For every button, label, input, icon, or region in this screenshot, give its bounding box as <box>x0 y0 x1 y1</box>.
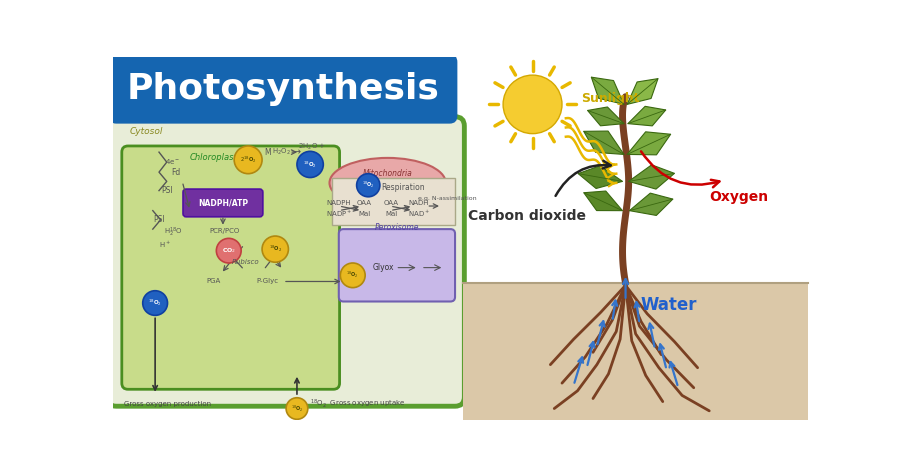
Circle shape <box>286 398 308 419</box>
Text: $^{18}$O$_2$: $^{18}$O$_2$ <box>303 160 317 169</box>
FancyBboxPatch shape <box>107 117 464 406</box>
Text: $^{18}$O$_2$: $^{18}$O$_2$ <box>268 244 282 254</box>
Circle shape <box>297 152 323 177</box>
Text: Sunlight: Sunlight <box>581 92 640 105</box>
Text: Rubisco: Rubisco <box>232 259 259 265</box>
Text: Mal: Mal <box>385 211 398 217</box>
Text: PGA: PGA <box>206 278 220 285</box>
Text: $^{18}$O$_2$  Gross oxygen uptake: $^{18}$O$_2$ Gross oxygen uptake <box>310 397 406 410</box>
Text: Respiration: Respiration <box>382 183 425 192</box>
Polygon shape <box>588 107 624 126</box>
Text: Oxygen: Oxygen <box>709 190 769 204</box>
Text: $^{18}$O$_2$: $^{18}$O$_2$ <box>346 270 359 280</box>
Polygon shape <box>578 166 623 188</box>
Text: $2^{18}$O$_2$: $2^{18}$O$_2$ <box>239 155 256 165</box>
Circle shape <box>262 236 288 262</box>
Text: Fd: Fd <box>171 168 181 177</box>
Text: CO$_2$: CO$_2$ <box>221 246 236 255</box>
Text: M: M <box>265 148 271 157</box>
Text: Mal: Mal <box>358 211 371 217</box>
Text: Water: Water <box>641 295 698 313</box>
Text: OAA: OAA <box>384 200 399 206</box>
Circle shape <box>503 75 562 134</box>
Circle shape <box>234 146 262 174</box>
Text: H$_2^{18}$O: H$_2^{18}$O <box>164 226 183 239</box>
FancyBboxPatch shape <box>109 54 457 124</box>
Text: NADP$^+$: NADP$^+$ <box>326 209 352 219</box>
Polygon shape <box>629 193 673 215</box>
Text: Chloroplast: Chloroplast <box>190 153 238 162</box>
Polygon shape <box>628 106 666 126</box>
Text: 4e$^-$: 4e$^-$ <box>166 157 181 166</box>
FancyBboxPatch shape <box>122 146 339 389</box>
Text: Carbon dioxide: Carbon dioxide <box>468 209 586 223</box>
Text: PSI: PSI <box>161 186 173 195</box>
Polygon shape <box>627 132 670 155</box>
Ellipse shape <box>329 158 446 208</box>
Polygon shape <box>584 191 623 211</box>
Text: Photosynthesis: Photosynthesis <box>127 72 439 106</box>
FancyBboxPatch shape <box>463 283 808 420</box>
Text: →: → <box>292 147 301 157</box>
Circle shape <box>143 291 167 315</box>
Text: H$_2$O$_2$: H$_2$O$_2$ <box>272 147 291 157</box>
Polygon shape <box>591 77 624 104</box>
Text: $^{18}$O$_2$: $^{18}$O$_2$ <box>291 404 303 413</box>
Text: $^{18}$O$_2$: $^{18}$O$_2$ <box>148 298 162 308</box>
Text: H$^+$: H$^+$ <box>159 239 171 250</box>
Text: Glyox: Glyox <box>373 263 394 272</box>
Circle shape <box>216 238 241 263</box>
Text: Mitochondria: Mitochondria <box>363 169 412 178</box>
Circle shape <box>356 174 380 197</box>
Text: NADPH/ATP: NADPH/ATP <box>198 198 248 207</box>
Text: Peroxisome: Peroxisome <box>374 223 419 232</box>
Circle shape <box>340 263 365 287</box>
Text: OAA: OAA <box>357 200 372 206</box>
Text: P-Glyc: P-Glyc <box>256 278 279 285</box>
Polygon shape <box>628 165 674 189</box>
Text: NADH: NADH <box>409 200 429 206</box>
Text: 2H$_2$O +: 2H$_2$O + <box>298 142 326 152</box>
Text: PCR/PCO: PCR/PCO <box>210 228 240 235</box>
Text: NAD$^+$: NAD$^+$ <box>408 209 429 219</box>
Polygon shape <box>584 131 624 154</box>
FancyBboxPatch shape <box>332 177 455 225</box>
Text: Cytosol: Cytosol <box>130 126 163 135</box>
Text: PSI: PSI <box>153 215 165 224</box>
FancyBboxPatch shape <box>183 189 263 217</box>
FancyBboxPatch shape <box>338 229 455 302</box>
Text: Gross oxygen production: Gross oxygen production <box>124 401 212 407</box>
Text: $^{18}$O$_2$: $^{18}$O$_2$ <box>362 180 374 190</box>
Text: e.g. N-assimilation: e.g. N-assimilation <box>418 196 477 201</box>
Polygon shape <box>627 79 658 104</box>
Text: NADPH: NADPH <box>327 200 351 206</box>
